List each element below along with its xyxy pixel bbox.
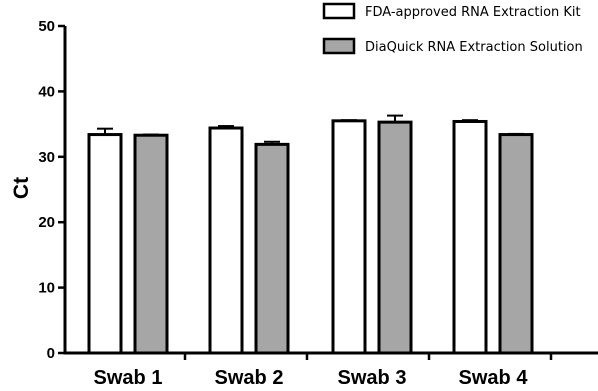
bar-2-swab-3 (377, 120, 413, 355)
bar-2-swab-2 (254, 142, 290, 355)
y-tick-label: 10 (38, 280, 55, 297)
x-tick-label: Swab 1 (94, 367, 163, 389)
y-tick-label: 40 (38, 83, 55, 100)
x-tick-label: Swab 3 (338, 367, 407, 389)
legend-label: DiaQuick RNA Extraction Solution (365, 40, 583, 55)
bar-1-swab-3 (331, 119, 367, 355)
bar-1-swab-4 (452, 119, 488, 355)
x-tick-label: Swab 2 (215, 367, 284, 389)
legend-swatch (322, 2, 356, 20)
y-tick-label: 20 (38, 214, 55, 231)
bars-layer (87, 114, 534, 355)
bar-2-swab-4 (498, 133, 534, 355)
axes-layer: 0 10 20 30 40 50 Swab 1 Swab 2 Swab 3 Swab 4 (38, 18, 598, 389)
bar-1-swab-1 (87, 133, 123, 355)
bar-2-swab-1 (133, 133, 169, 355)
legend-label: FDA-approved RNA Extraction Kit (365, 5, 581, 20)
y-tick-label: 30 (38, 149, 55, 166)
legend: FDA-approved RNA Extraction Kit DiaQuick … (322, 2, 583, 55)
bar-1-swab-2 (208, 126, 244, 355)
y-tick-label: 0 (47, 345, 55, 362)
x-tick-label: Swab 4 (459, 367, 529, 389)
legend-swatch (322, 37, 356, 55)
y-tick-label: 50 (38, 18, 55, 35)
y-axis-title: Ct (10, 177, 33, 199)
